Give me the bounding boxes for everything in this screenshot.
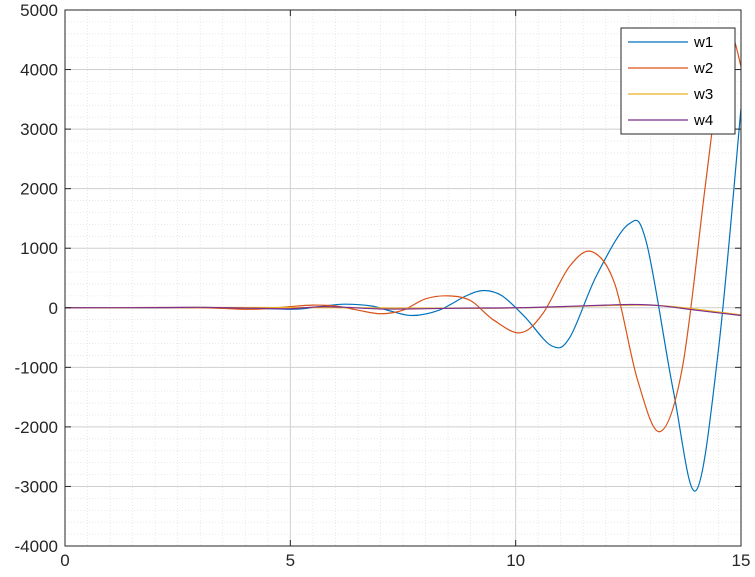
series-line-w4 xyxy=(65,303,741,317)
legend-label-w4: w4 xyxy=(693,112,713,129)
x-tick-labels: 0 5 10 15 xyxy=(60,551,750,570)
y-tick-label: 5000 xyxy=(20,1,58,20)
y-tick-labels: -4000 -3000 -2000 -1000 0 1000 2000 3000 4000 500… xyxy=(15,1,58,556)
y-tick-label: 0 xyxy=(49,299,58,318)
y-tick-label: -3000 xyxy=(15,477,58,496)
series-lines xyxy=(65,30,741,492)
y-tick-label: 4000 xyxy=(20,61,58,80)
legend: w1 w2 w3 w4 xyxy=(620,27,736,135)
legend-box xyxy=(620,27,736,135)
y-tick-label: 3000 xyxy=(20,120,58,139)
axes-box xyxy=(64,9,742,547)
legend-label-w1: w1 xyxy=(693,34,713,51)
x-tick-label: 5 xyxy=(286,551,295,570)
legend-label-w2: w2 xyxy=(693,60,713,77)
y-tick-label: 2000 xyxy=(20,180,58,199)
minor-grid xyxy=(65,10,741,546)
x-tick-label: 0 xyxy=(60,551,69,570)
x-tick-label: 10 xyxy=(506,551,525,570)
series-line-w2 xyxy=(65,30,741,433)
legend-label-w3: w3 xyxy=(693,86,713,103)
y-tick-label: -4000 xyxy=(15,537,58,556)
axis-ticks xyxy=(64,9,742,547)
y-tick-label: -2000 xyxy=(15,418,58,437)
y-tick-label: 1000 xyxy=(20,239,58,258)
x-tick-label: 15 xyxy=(732,551,751,570)
y-tick-label: -1000 xyxy=(15,358,58,377)
